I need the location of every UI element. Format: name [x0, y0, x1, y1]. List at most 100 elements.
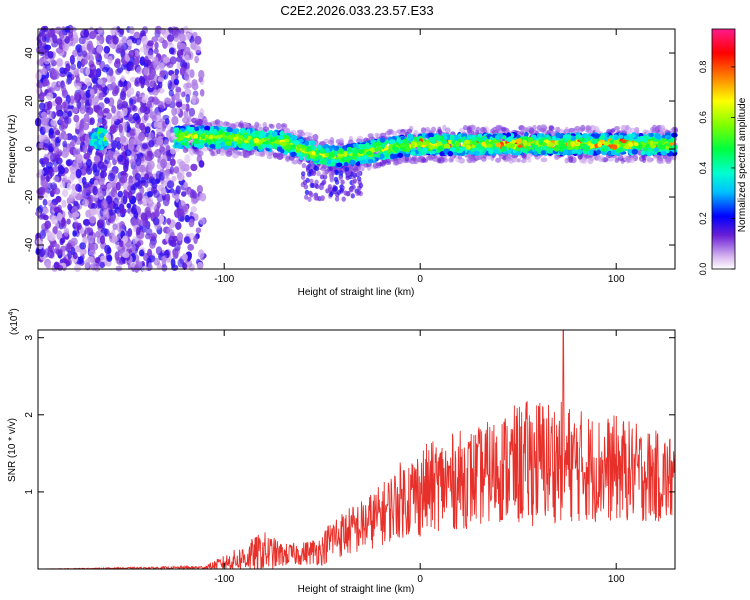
- heatmap-cell: [154, 41, 159, 50]
- heatmap-cell: [69, 165, 77, 174]
- heatmap-cell: [89, 117, 95, 125]
- heatmap-cell: [307, 171, 312, 177]
- heatmap-cell: [159, 146, 167, 155]
- heatmap-cell: [198, 76, 203, 83]
- heatmap-cell: [151, 56, 158, 66]
- heatmap-cell: [44, 220, 51, 229]
- heatmap-cell: [128, 49, 136, 59]
- heatmap-cell: [75, 168, 82, 179]
- heatmap-cell: [88, 45, 95, 55]
- heatmap-cell: [89, 208, 98, 216]
- heatmap-cell: [96, 35, 101, 41]
- heatmap-cell: [86, 158, 92, 168]
- heatmap-cell: [100, 255, 107, 262]
- heatmap-cell: [47, 249, 55, 259]
- heatmap-cell: [540, 127, 546, 133]
- heatmap-cell: [50, 119, 58, 127]
- heatmap-cell: [102, 66, 109, 73]
- heatmap-cell: [142, 26, 148, 35]
- heatmap-cell: [177, 207, 185, 217]
- heatmap-cell: [53, 127, 59, 135]
- heatmap-cell: [41, 67, 48, 76]
- heatmap-cell: [142, 195, 149, 205]
- heatmap-cell: [42, 115, 50, 124]
- heatmap-cell: [564, 126, 569, 134]
- heatmap-cell: [184, 54, 191, 64]
- heatmap-cell: [61, 101, 67, 109]
- heatmap-cell: [183, 72, 190, 81]
- heatmap-cell: [58, 133, 65, 140]
- heatmap-cell: [153, 120, 160, 128]
- heatmap-cell: [220, 148, 225, 156]
- heatmap-cell: [149, 80, 157, 88]
- heatmap-cell: [325, 188, 330, 194]
- heatmap-cell: [194, 35, 202, 45]
- heatmap-cell: [55, 110, 61, 117]
- heatmap-cell: [89, 88, 95, 96]
- heatmap-cell: [157, 100, 164, 108]
- heatmap-cell: [177, 258, 185, 268]
- heatmap-cell: [50, 152, 57, 163]
- heatmap-cell: [346, 170, 351, 176]
- heatmap-cell: [66, 243, 73, 250]
- heatmap-cell: [73, 91, 80, 101]
- heatmap-cell: [44, 44, 52, 51]
- heatmap-cell: [669, 128, 675, 134]
- heatmap-cell: [119, 208, 127, 215]
- heatmap-cell: [540, 157, 548, 163]
- heatmap-cell: [39, 57, 44, 65]
- heatmap-cell: [437, 156, 445, 164]
- heatmap-cell: [112, 223, 118, 231]
- heatmap-cell: [97, 109, 105, 117]
- heatmap-cell: [78, 36, 86, 45]
- heatmap-cell: [168, 47, 175, 55]
- heatmap-cell: [156, 112, 162, 122]
- heatmap-cell: [136, 179, 143, 189]
- heatmap-cell: [89, 216, 97, 224]
- heatmap-cell: [65, 159, 73, 166]
- heatmap-cell: [52, 226, 58, 235]
- heatmap-cell: [468, 156, 475, 161]
- heatmap-cell: [119, 135, 127, 143]
- heatmap-cell: [185, 93, 191, 103]
- heatmap-cell: [163, 171, 169, 179]
- heatmap-cell: [95, 68, 102, 78]
- heatmap-cell: [73, 31, 78, 39]
- heatmap-cell: [45, 31, 51, 39]
- heatmap-cell: [136, 144, 142, 152]
- heatmap-cell: [176, 172, 183, 179]
- heatmap-cell: [225, 150, 233, 157]
- heatmap-cell: [386, 129, 392, 135]
- heatmap-cell: [42, 78, 50, 87]
- heatmap-cell: [171, 107, 177, 117]
- heatmap-cell: [160, 158, 168, 169]
- heatmap-cell: [158, 80, 163, 90]
- heatmap-cell: [133, 210, 139, 219]
- heatmap-cell: [38, 214, 45, 220]
- heatmap-cell: [48, 127, 55, 136]
- heatmap-cell: [159, 71, 166, 78]
- heatmap-cell: [66, 74, 73, 85]
- heatmap-cell: [149, 240, 156, 249]
- heatmap-cell: [154, 25, 163, 35]
- heatmap-cell: [153, 48, 159, 55]
- heatmap-cell: [114, 149, 120, 157]
- heatmap-cell: [187, 244, 195, 251]
- heatmap-cell: [167, 227, 173, 234]
- heatmap-cell: [196, 185, 203, 194]
- heatmap-cell: [43, 123, 50, 133]
- heatmap-cell: [148, 139, 155, 148]
- heatmap-cell: [161, 255, 166, 263]
- heatmap-cell: [72, 106, 78, 114]
- heatmap-cell: [64, 148, 70, 157]
- heatmap-cell: [144, 55, 149, 64]
- heatmap-cell: [47, 245, 52, 252]
- heatmap-cell: [143, 112, 149, 121]
- heatmap-cell: [68, 194, 74, 202]
- heatmap-cell: [124, 149, 132, 157]
- heatmap-cell: [55, 96, 63, 105]
- heatmap-cell: [291, 159, 299, 165]
- heatmap-cell: [90, 261, 97, 271]
- heatmap-cell: [40, 47, 46, 55]
- heatmap-cell: [190, 163, 198, 172]
